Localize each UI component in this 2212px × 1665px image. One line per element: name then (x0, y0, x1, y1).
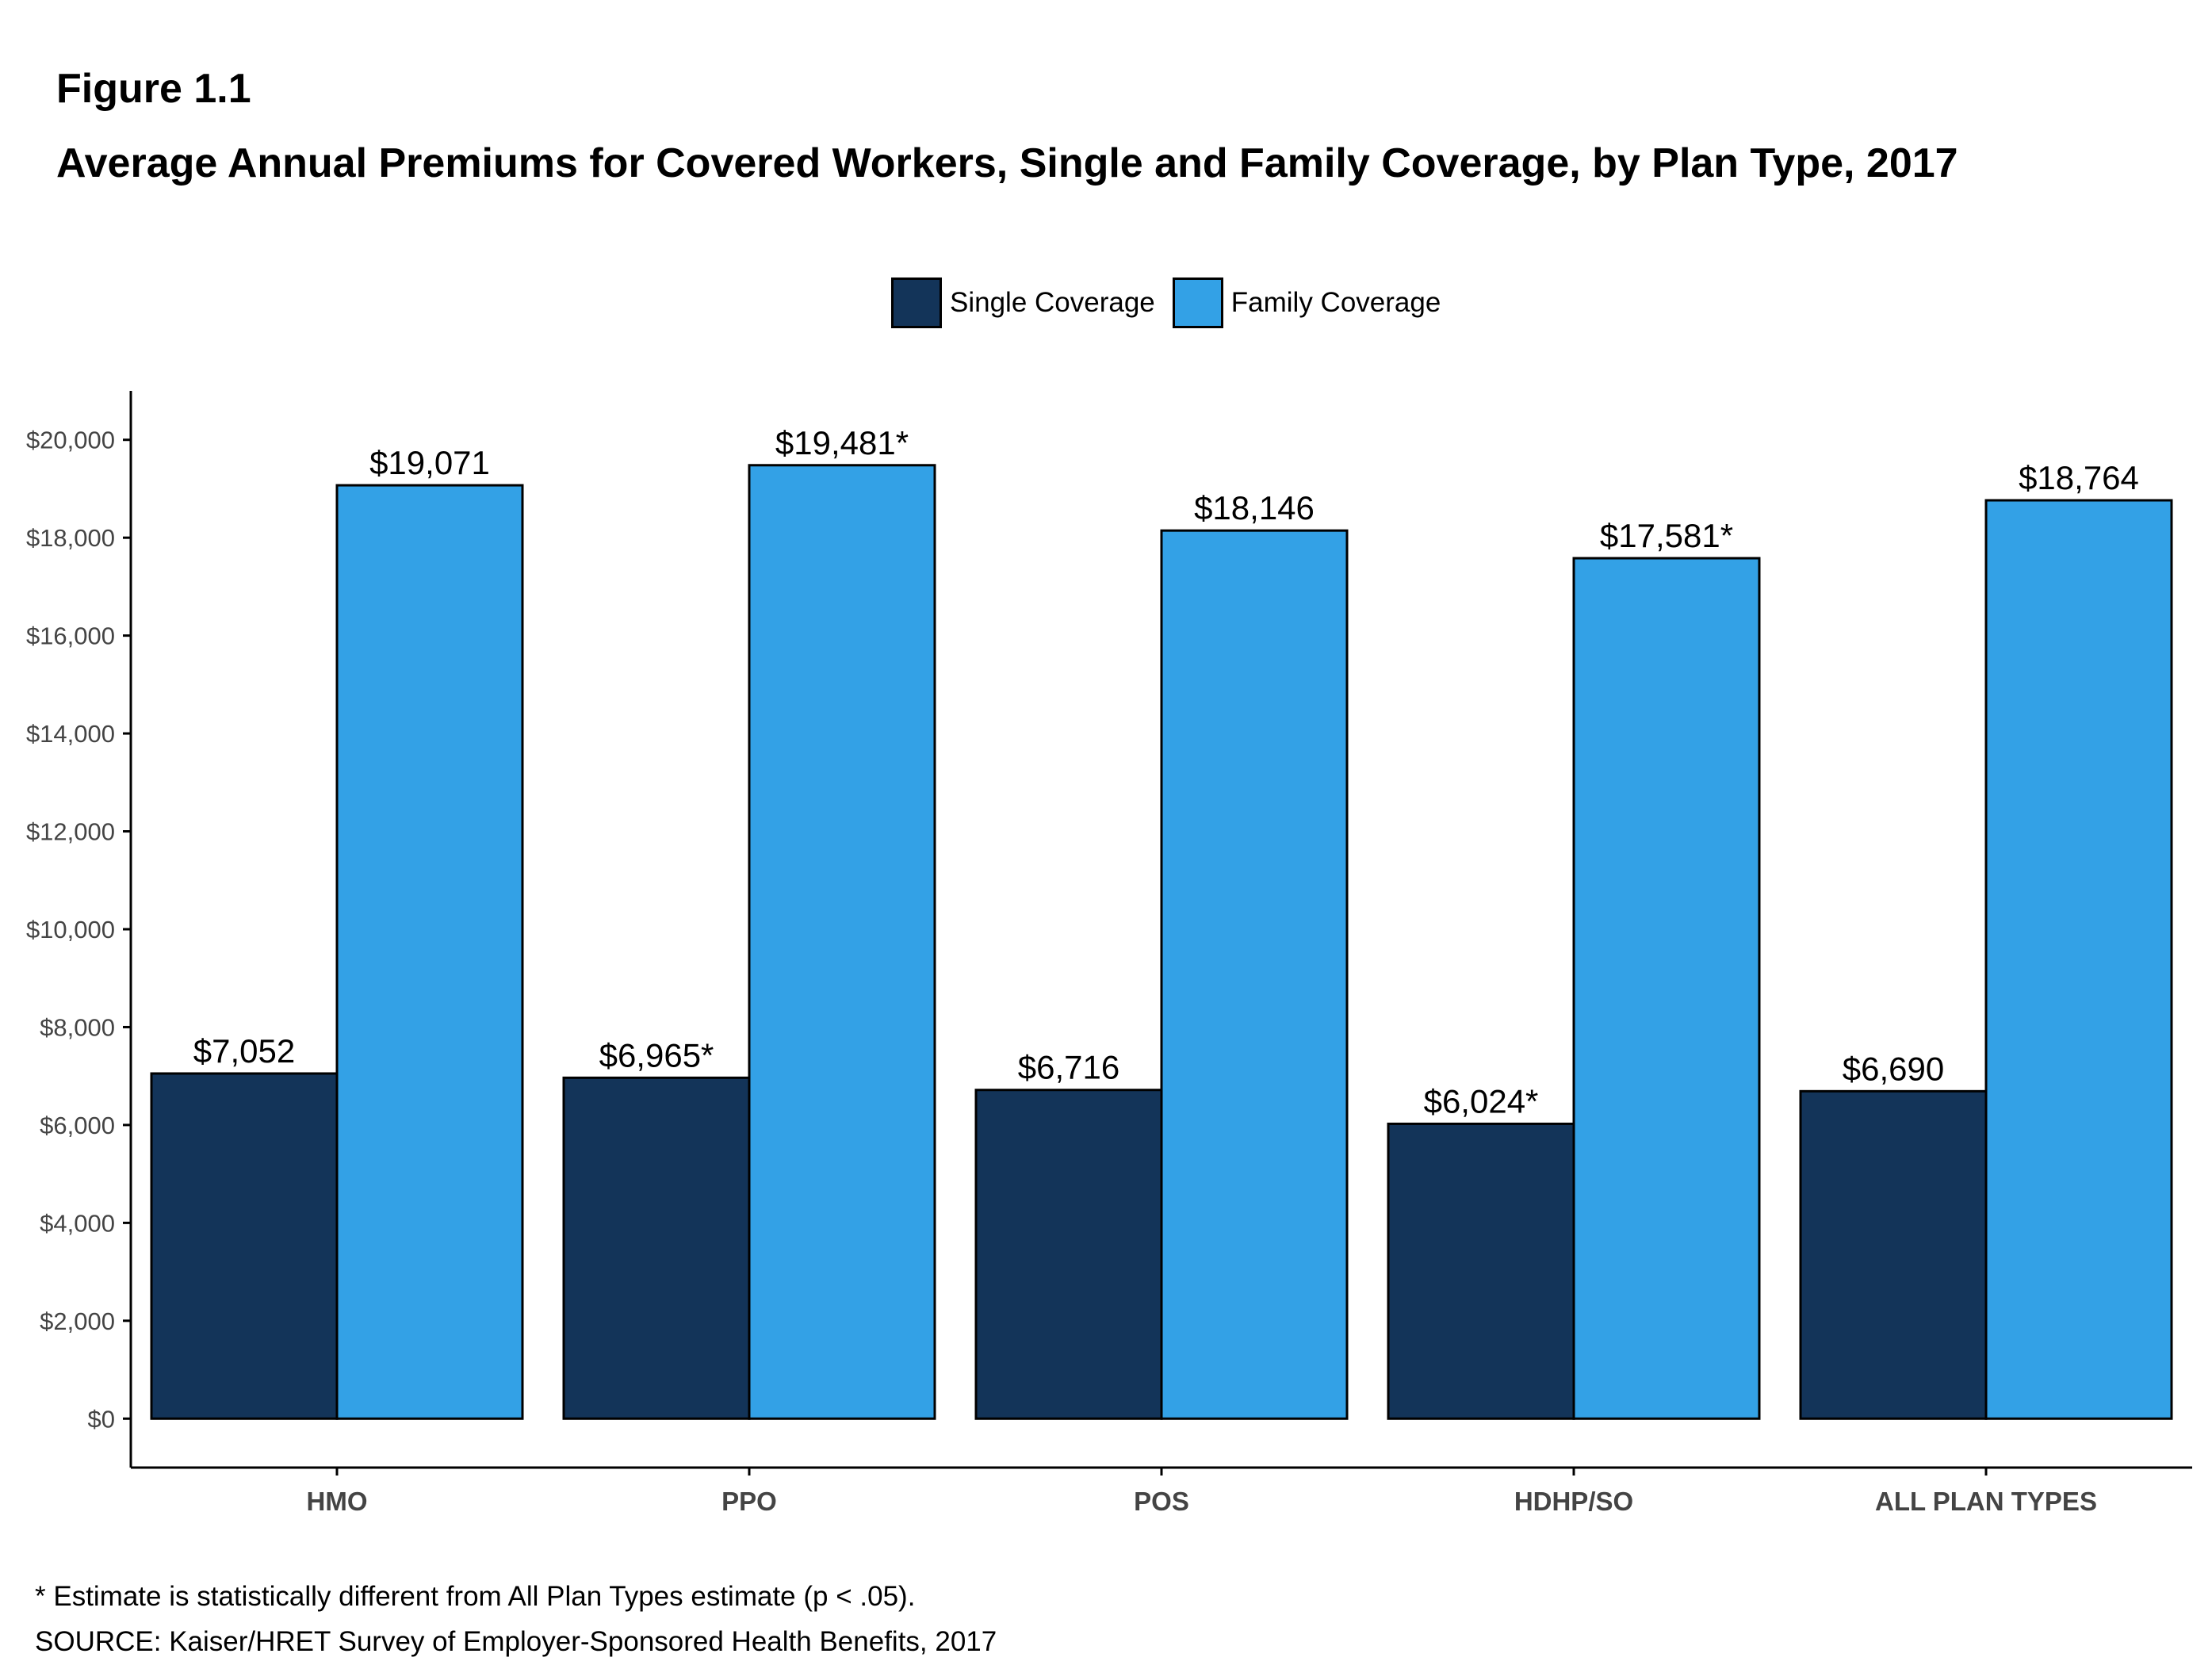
data-label-single: $6,690 (1843, 1050, 1944, 1087)
data-label-single: $7,052 (193, 1032, 295, 1070)
x-tick-label: HMO (307, 1487, 368, 1516)
y-tick-label: $18,000 (26, 524, 115, 552)
legend: Single Coverage Family Coverage (891, 278, 1458, 328)
bar-family (1984, 499, 2173, 1420)
legend-label-family: Family Coverage (1230, 287, 1441, 318)
y-tick-label: $10,000 (26, 916, 115, 944)
legend-item-single: Single Coverage (891, 278, 1155, 328)
legend-item-family: Family Coverage (1172, 278, 1441, 328)
data-label-family: $18,146 (1194, 489, 1315, 526)
x-tick-label: HDHP/SO (1514, 1487, 1633, 1516)
data-label-family: $19,481* (775, 424, 909, 461)
bar-family (1160, 529, 1349, 1420)
x-tick-label: PPO (721, 1487, 777, 1516)
data-label-single: $6,716 (1018, 1049, 1119, 1086)
y-tick-label: $4,000 (40, 1209, 115, 1237)
y-tick-label: $0 (88, 1405, 115, 1433)
data-label-family: $18,764 (2019, 459, 2139, 496)
footnote: * Estimate is statistically different fr… (35, 1581, 916, 1612)
legend-swatch-family (1172, 278, 1223, 328)
bar-single (562, 1076, 751, 1420)
y-tick-label: $20,000 (26, 427, 115, 454)
y-axis: $0 $2,000 $4,000 $6,000 $8,000 $10,000 $12,000… (26, 427, 131, 1433)
bar-single (1387, 1122, 1575, 1420)
chart-title: Average Annual Premiums for Covered Work… (56, 140, 1958, 186)
legend-label-single: Single Coverage (950, 287, 1155, 318)
source-note: SOURCE: Kaiser/HRET Survey of Employer-S… (35, 1626, 997, 1657)
data-label-single: $6,965* (599, 1036, 714, 1074)
bar-single (150, 1072, 339, 1420)
bar-layer: $7,052 $19,071 $6,965* $19,481* $6,716 $18,14… (150, 424, 2173, 1420)
bar-single (1799, 1089, 1988, 1420)
y-tick-label: $12,000 (26, 818, 115, 846)
x-tick-label: POS (1134, 1487, 1189, 1516)
figure-label: Figure 1.1 (56, 66, 251, 112)
data-label-family: $17,581* (1600, 517, 1733, 554)
y-tick-label: $6,000 (40, 1112, 115, 1139)
y-tick-label: $14,000 (26, 720, 115, 748)
bar-family (1572, 557, 1761, 1420)
bar-family (748, 464, 936, 1420)
x-axis: HMO PPO POS HDHP/SO ALL PLAN TYPES (307, 1468, 2097, 1516)
legend-swatch-single (891, 278, 942, 328)
data-label-single: $6,024* (1424, 1082, 1539, 1120)
bar-family (335, 484, 524, 1420)
x-tick-label: ALL PLAN TYPES (1875, 1487, 2097, 1516)
data-label-family: $19,071 (369, 444, 490, 481)
y-tick-label: $16,000 (26, 622, 115, 650)
y-tick-label: $8,000 (40, 1013, 115, 1041)
bar-single (974, 1089, 1163, 1420)
y-tick-label: $2,000 (40, 1307, 115, 1335)
